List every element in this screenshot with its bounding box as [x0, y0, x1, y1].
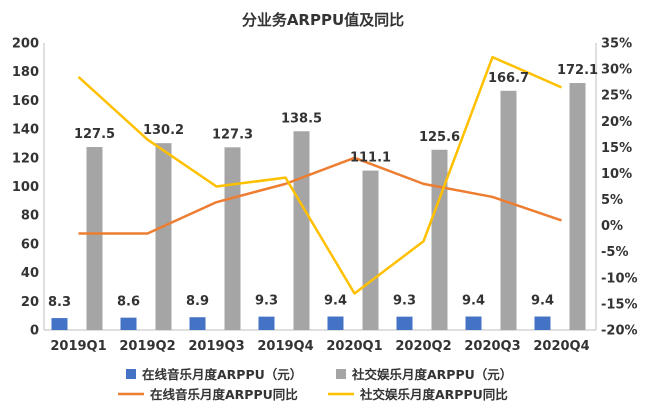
x-tick-label: 2020Q1 — [326, 339, 382, 354]
y-right-tick-label: 30% — [601, 63, 632, 78]
data-label: 9.4 — [531, 294, 554, 309]
y-left-tick-label: 0 — [30, 324, 39, 339]
chart-title: 分业务ARPPU值及同比 — [242, 11, 404, 29]
data-label: 9.4 — [324, 294, 347, 309]
y-right-tick-label: 35% — [601, 37, 632, 52]
data-label: 111.1 — [350, 151, 391, 166]
x-tick-label: 2019Q2 — [119, 339, 175, 354]
social-arppu-bar — [569, 83, 586, 330]
data-label: 8.9 — [186, 294, 209, 309]
y-left-tick-label: 120 — [12, 151, 39, 166]
y-right-tick-label: 25% — [601, 89, 632, 104]
social-yoy-line — [77, 55, 563, 295]
y-left-tick-label: 160 — [12, 94, 39, 109]
legend-label: 社交娱乐月度ARPPU（元） — [351, 367, 512, 382]
x-tick-label: 2020Q2 — [395, 339, 451, 354]
legend-label: 在线音乐月度ARPPU（元） — [142, 367, 302, 382]
y-left-tick-label: 200 — [12, 37, 39, 52]
music-yoy-line — [78, 156, 562, 235]
data-label: 125.6 — [419, 130, 460, 145]
legend: 在线音乐月度ARPPU（元） 社交娱乐月度ARPPU（元） 在线音乐月度ARPPU同… — [118, 367, 512, 402]
social-arppu-bar — [362, 170, 379, 330]
y-right-tick-label: -10% — [601, 271, 638, 286]
social-arppu-bar — [431, 149, 448, 330]
y-left-tick-label: 20 — [21, 295, 39, 310]
data-label: 8.6 — [117, 295, 140, 310]
y-left-tick-label: 100 — [12, 180, 39, 195]
data-label: 172.1 — [557, 63, 598, 78]
y-right-tick-label: -5% — [601, 245, 628, 260]
social-arppu-bar — [224, 147, 241, 330]
data-label: 127.5 — [74, 127, 115, 142]
music-arppu-bar — [189, 317, 206, 330]
y-left-tick-label: 180 — [12, 65, 39, 80]
data-label: 8.3 — [48, 295, 71, 310]
legend-swatch — [126, 369, 136, 379]
y-right-tick-label: -20% — [601, 324, 638, 339]
y-right-tick-label: 10% — [601, 167, 632, 182]
data-label: 9.4 — [462, 294, 485, 309]
data-label: 9.3 — [255, 294, 278, 309]
y-left-tick-label: 40 — [21, 266, 39, 281]
legend-swatch — [336, 369, 346, 379]
music-arppu-bar — [258, 316, 275, 330]
data-label: 130.2 — [143, 123, 184, 138]
social-arppu-bar — [86, 147, 103, 330]
y-right-tick-label: 20% — [601, 115, 632, 130]
y-right-tick-label: 5% — [601, 193, 623, 208]
music-arppu-bar — [120, 317, 137, 330]
y-left-tick-label: 80 — [21, 209, 39, 224]
y-right-tick-label: 0% — [601, 219, 623, 234]
data-label: 138.5 — [281, 111, 322, 126]
x-tick-label: 2019Q1 — [50, 339, 106, 354]
x-tick-label: 2020Q3 — [464, 339, 520, 354]
x-tick-label: 2019Q3 — [188, 339, 244, 354]
social-arppu-bar — [293, 131, 310, 330]
y-right-tick-label: -15% — [601, 297, 638, 312]
music-arppu-bar — [327, 316, 344, 330]
plot-area: 0 20 40 60 80 100 120 140 160 180 200 -20% -15% -10% -… — [12, 37, 638, 355]
music-arppu-bar — [51, 318, 68, 330]
x-tick-label: 2019Q4 — [257, 339, 313, 354]
y-right-tick-label: 15% — [601, 141, 632, 156]
music-arppu-bar — [396, 316, 413, 330]
music-arppu-bar — [465, 316, 482, 330]
music-arppu-bar — [534, 316, 551, 330]
y-left-tick-label: 60 — [21, 237, 39, 252]
legend-label: 社交娱乐月度ARPPU同比 — [359, 387, 508, 402]
social-arppu-bar — [155, 143, 172, 330]
legend-label: 在线音乐月度ARPPU同比 — [150, 387, 298, 402]
social-arppu-bar — [500, 90, 517, 331]
y-left-tick-label: 140 — [12, 123, 39, 138]
data-label: 166.7 — [488, 71, 529, 86]
x-tick-label: 2020Q4 — [533, 339, 589, 354]
data-label: 127.3 — [212, 127, 253, 142]
data-label: 9.3 — [393, 294, 416, 309]
